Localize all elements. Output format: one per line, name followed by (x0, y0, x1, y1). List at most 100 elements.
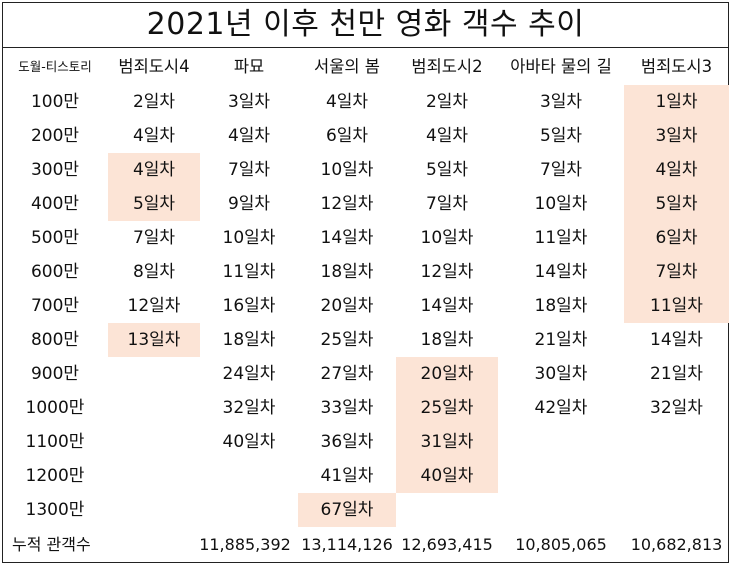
total-value: 12,693,415 (401, 535, 493, 554)
row-label: 100만 (30, 92, 80, 112)
table-cell (200, 459, 298, 493)
table-cell (624, 493, 729, 527)
table-cell: 12일차 (127, 296, 181, 316)
table-cell: 7일차 (132, 228, 176, 248)
table-row: 300만 4일차 7일차 10일차 5일차 7일차 4일차 (2, 153, 729, 187)
table-cell: 7일차 (425, 194, 469, 214)
table-cell: 4일차 (425, 126, 469, 146)
table-row: 100만 2일차 3일차 4일차 2일차 3일차 1일차 (2, 85, 729, 119)
table-cell: 6일차 (624, 221, 729, 255)
row-label: 200만 (30, 126, 80, 146)
table-row: 900만 24일차 27일차 20일차 30일차 21일차 (2, 357, 729, 391)
table-cell: 7일차 (539, 160, 583, 180)
table-row: 500만 7일차 10일차 14일차 10일차 11일차 6일차 (2, 221, 729, 255)
table-cell: 18일차 (320, 262, 374, 282)
table-cell: 2일차 (425, 92, 469, 112)
row-label: 1000만 (25, 398, 85, 418)
table-cell: 21일차 (650, 364, 703, 384)
row-label: 400만 (30, 194, 80, 214)
total-value: 13,114,126 (301, 535, 393, 554)
table-cell (624, 425, 729, 459)
table-cell: 2일차 (132, 92, 176, 112)
table-cell: 7일차 (624, 255, 729, 289)
table-cell: 67일차 (298, 493, 396, 527)
table-cell: 4일차 (108, 153, 200, 187)
table-row: 1200만 41일차 40일차 (2, 459, 729, 493)
table-cell: 10일차 (320, 160, 374, 180)
table-row: 1300만 67일차 (2, 493, 729, 527)
table-frame (2, 2, 729, 563)
table-row: 1100만 40일차 36일차 31일차 (2, 425, 729, 459)
table-cell: 4일차 (325, 92, 369, 112)
table-cell: 3일차 (624, 119, 729, 153)
table-cell: 30일차 (534, 364, 588, 384)
total-value: 11,885,392 (199, 535, 291, 554)
table-cell: 32일차 (650, 398, 703, 418)
table-cell: 18일차 (420, 330, 474, 350)
table-cell: 40일차 (222, 432, 276, 452)
table-cell (108, 391, 200, 425)
table-cell (108, 425, 200, 459)
table-cell: 20일차 (320, 296, 374, 316)
table-cell: 32일차 (222, 398, 276, 418)
table-cell: 18일차 (534, 296, 588, 316)
table-cell: 40일차 (396, 459, 498, 493)
row-label: 500만 (30, 228, 80, 248)
row-label: 1300만 (25, 500, 85, 520)
table-cell: 10일차 (534, 194, 588, 214)
table-cell (498, 493, 624, 527)
table-cell: 4일차 (624, 153, 729, 187)
table-cell: 5일차 (425, 160, 469, 180)
table-cell: 3일차 (539, 92, 583, 112)
table-cell: 42일차 (534, 398, 588, 418)
table-row: 700만 12일차 16일차 20일차 14일차 18일차 11일차 (2, 289, 729, 323)
table-cell (498, 459, 624, 493)
table-cell: 25일차 (320, 330, 374, 350)
table-cell: 14일차 (650, 330, 703, 350)
row-label: 900만 (30, 364, 80, 384)
table-cell: 31일차 (396, 425, 498, 459)
table-cell: 1일차 (624, 85, 729, 119)
table-cell (108, 493, 200, 527)
column-header: 범죄도시4 (118, 57, 190, 76)
table-row: 600만 8일차 11일차 18일차 12일차 14일차 7일차 (2, 255, 729, 289)
table-cell: 5일차 (539, 126, 583, 146)
table-cell (498, 425, 624, 459)
table-cell: 4일차 (132, 126, 176, 146)
table-cell: 20일차 (396, 357, 498, 391)
table-cell: 4일차 (227, 126, 271, 146)
table-cell: 18일차 (222, 330, 276, 350)
table-cell: 24일차 (222, 364, 276, 384)
table-cell: 3일차 (227, 92, 271, 112)
table-cell: 14일차 (420, 296, 474, 316)
table-cell (200, 493, 298, 527)
table-cell: 11일차 (222, 262, 276, 282)
column-header: 범죄도시2 (411, 57, 483, 76)
total-value: 10,805,065 (515, 535, 607, 554)
column-header: 아바타 물의 길 (510, 57, 612, 76)
row-label: 1100만 (25, 432, 85, 452)
header-corner-label: 도월-티스토리 (18, 59, 92, 74)
header-row: 도월-티스토리 범죄도시4 파묘 서울의 봄 범죄도시2 아바타 물의 길 범죄도시3 (2, 50, 729, 84)
table-cell: 7일차 (227, 160, 271, 180)
table-cell: 21일차 (534, 330, 588, 350)
table-cell: 16일차 (222, 296, 276, 316)
total-value: 10,682,813 (630, 535, 723, 554)
table-cell: 10일차 (222, 228, 276, 248)
table-cell (624, 459, 729, 493)
table-row: 800만 13일차 18일차 25일차 18일차 21일차 14일차 (2, 323, 729, 357)
table-cell: 11일차 (624, 289, 729, 323)
column-header: 파묘 (233, 57, 265, 76)
table-cell (108, 459, 200, 493)
row-label: 800만 (30, 330, 80, 350)
table-row: 400만 5일차 9일차 12일차 7일차 10일차 5일차 (2, 187, 729, 221)
table-cell: 6일차 (325, 126, 369, 146)
table-cell: 27일차 (320, 364, 374, 384)
table-cell: 33일차 (320, 398, 374, 418)
table-cell: 12일차 (320, 194, 374, 214)
table-cell: 14일차 (534, 262, 588, 282)
table-cell: 41일차 (320, 466, 374, 486)
table-cell: 12일차 (420, 262, 474, 282)
row-label: 600만 (30, 262, 80, 282)
total-row: 누적 관객수 11,885,392 13,114,126 12,693,415 10,8… (2, 528, 729, 562)
